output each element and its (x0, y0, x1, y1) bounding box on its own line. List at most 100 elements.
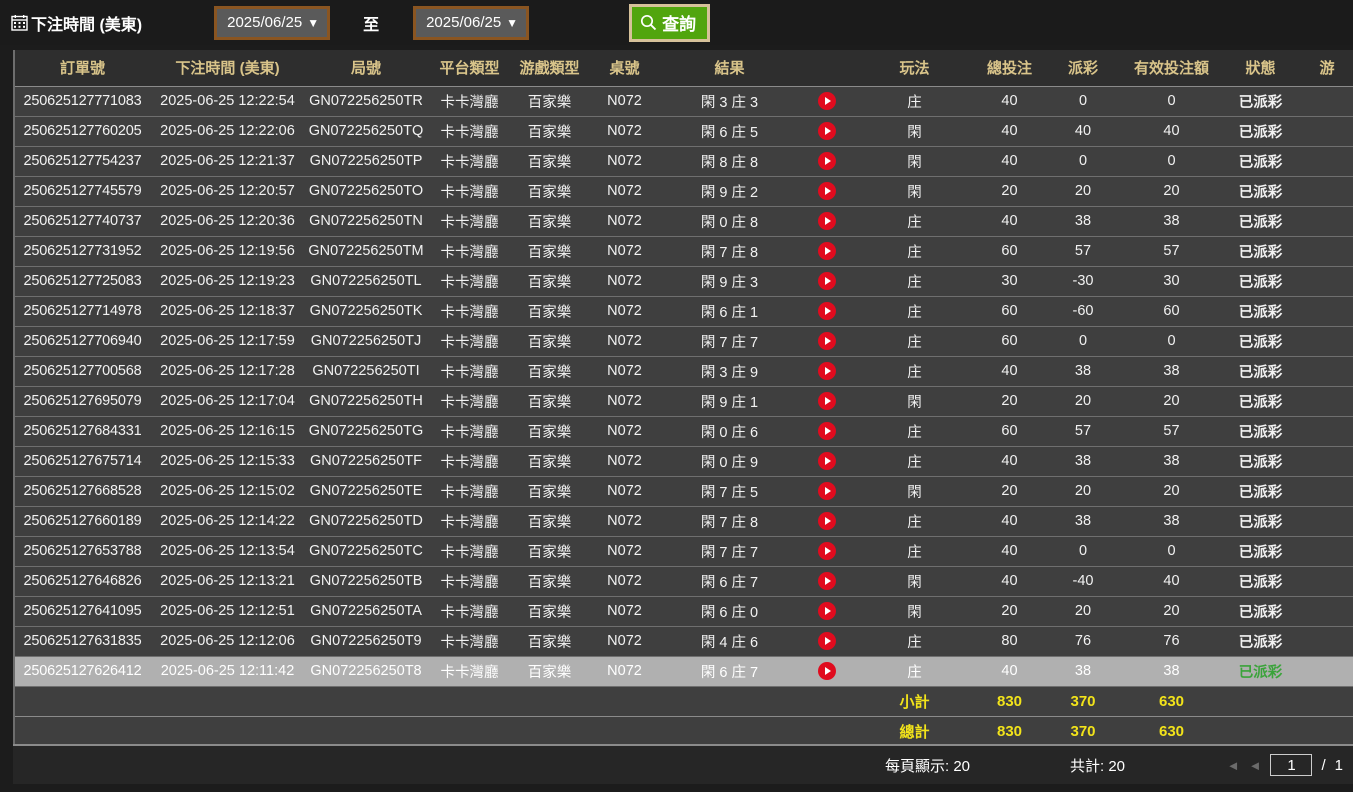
date-from-picker[interactable]: 2025/06/25 ▼ (214, 5, 331, 40)
play-icon[interactable] (818, 242, 836, 260)
cell-video[interactable] (797, 416, 857, 447)
page-number-input[interactable] (1270, 754, 1313, 776)
cell-video[interactable] (797, 506, 857, 537)
cell-video[interactable] (797, 386, 857, 417)
play-icon[interactable] (818, 272, 836, 290)
table-row[interactable]: 250625127745579 2025-06-25 12:20:57 GN0722… (15, 176, 1353, 207)
cell-video[interactable] (797, 176, 857, 207)
play-icon[interactable] (818, 512, 836, 530)
play-icon[interactable] (818, 662, 836, 680)
table-row[interactable]: 250625127631835 2025-06-25 12:12:06 GN0722… (15, 626, 1353, 657)
first-page-button[interactable]: ◄ (1226, 757, 1240, 773)
play-icon[interactable] (818, 362, 836, 380)
play-icon[interactable] (818, 422, 836, 440)
play-icon[interactable] (818, 632, 836, 650)
col-table-no[interactable]: 桌號 (587, 50, 662, 87)
col-payout[interactable]: 派彩 (1047, 50, 1119, 87)
cell-game-record[interactable] (1297, 116, 1353, 147)
play-icon[interactable] (818, 212, 836, 230)
play-icon[interactable] (818, 542, 836, 560)
play-icon[interactable] (818, 182, 836, 200)
cell-video[interactable] (797, 536, 857, 567)
play-icon[interactable] (818, 392, 836, 410)
cell-valid-bet: 0 (1119, 536, 1224, 567)
cell-game-record[interactable] (1297, 356, 1353, 387)
cell-video[interactable] (797, 86, 857, 117)
table-row[interactable]: 250625127740737 2025-06-25 12:20:36 GN0722… (15, 206, 1353, 237)
cell-video[interactable] (797, 356, 857, 387)
cell-game-record[interactable] (1297, 506, 1353, 537)
cell-game-record[interactable] (1297, 296, 1353, 327)
cell-video[interactable] (797, 476, 857, 507)
cell-game-record[interactable] (1297, 236, 1353, 267)
cell-video[interactable] (797, 236, 857, 267)
cell-game-record[interactable] (1297, 326, 1353, 357)
query-button[interactable]: 查詢 (629, 3, 711, 42)
cell-video[interactable] (797, 266, 857, 297)
cell-video[interactable] (797, 206, 857, 237)
cell-game-record[interactable] (1297, 446, 1353, 477)
cell-game-record[interactable] (1297, 86, 1353, 117)
cell-game-record[interactable] (1297, 386, 1353, 417)
cell-game-record[interactable] (1297, 416, 1353, 447)
table-row[interactable]: 250625127653788 2025-06-25 12:13:54 GN0722… (15, 536, 1353, 567)
table-row[interactable]: 250625127725083 2025-06-25 12:19:23 GN0722… (15, 266, 1353, 297)
col-platform-type[interactable]: 平台類型 (427, 50, 512, 87)
table-row[interactable]: 250625127641095 2025-06-25 12:12:51 GN0722… (15, 596, 1353, 627)
table-row[interactable]: 250625127754237 2025-06-25 12:21:37 GN0722… (15, 146, 1353, 177)
table-row[interactable]: 250625127675714 2025-06-25 12:15:33 GN0722… (15, 446, 1353, 477)
col-bet-time[interactable]: 下注時間 (美東) (150, 50, 305, 87)
table-row[interactable]: 250625127760205 2025-06-25 12:22:06 GN0722… (15, 116, 1353, 147)
table-row[interactable]: 250625127695079 2025-06-25 12:17:04 GN0722… (15, 386, 1353, 417)
col-game-record[interactable]: 游 (1297, 50, 1353, 87)
play-icon[interactable] (818, 482, 836, 500)
play-icon[interactable] (818, 332, 836, 350)
play-icon[interactable] (818, 602, 836, 620)
table-row[interactable]: 250625127706940 2025-06-25 12:17:59 GN0722… (15, 326, 1353, 357)
cell-video[interactable] (797, 116, 857, 147)
table-row[interactable]: 250625127660189 2025-06-25 12:14:22 GN0722… (15, 506, 1353, 537)
prev-page-button[interactable]: ◄ (1248, 757, 1262, 773)
cell-game-record[interactable] (1297, 146, 1353, 177)
play-icon[interactable] (818, 152, 836, 170)
table-row[interactable]: 250625127668528 2025-06-25 12:15:02 GN0722… (15, 476, 1353, 507)
cell-video[interactable] (797, 566, 857, 597)
cell-game-record[interactable] (1297, 626, 1353, 657)
play-icon[interactable] (818, 302, 836, 320)
col-game-type[interactable]: 游戲類型 (512, 50, 587, 87)
col-valid-bet[interactable]: 有效投注額 (1119, 50, 1224, 87)
table-row[interactable]: 250625127700568 2025-06-25 12:17:28 GN0722… (15, 356, 1353, 387)
cell-game-record[interactable] (1297, 596, 1353, 627)
cell-game-record[interactable] (1297, 536, 1353, 567)
cell-game-record[interactable] (1297, 176, 1353, 207)
col-result[interactable]: 結果 (662, 50, 797, 87)
col-order-no[interactable]: 訂單號 (15, 50, 150, 87)
cell-video[interactable] (797, 446, 857, 477)
col-round-no[interactable]: 局號 (305, 50, 427, 87)
play-icon[interactable] (818, 452, 836, 470)
col-status[interactable]: 狀態 (1224, 50, 1297, 87)
cell-video[interactable] (797, 626, 857, 657)
col-total-bet[interactable]: 總投注 (972, 50, 1047, 87)
play-icon[interactable] (818, 572, 836, 590)
cell-game-record[interactable] (1297, 266, 1353, 297)
cell-video[interactable] (797, 296, 857, 327)
play-icon[interactable] (818, 92, 836, 110)
cell-video[interactable] (797, 146, 857, 177)
table-row[interactable]: 250625127771083 2025-06-25 12:22:54 GN0722… (15, 86, 1353, 117)
date-to-picker[interactable]: 2025/06/25 ▼ (413, 5, 530, 40)
cell-game-record[interactable] (1297, 206, 1353, 237)
table-row[interactable]: 250625127626412 2025-06-25 12:11:42 GN0722… (15, 656, 1353, 687)
cell-game-record[interactable] (1297, 566, 1353, 597)
cell-video[interactable] (797, 326, 857, 357)
table-row[interactable]: 250625127714978 2025-06-25 12:18:37 GN0722… (15, 296, 1353, 327)
cell-video[interactable] (797, 656, 857, 687)
col-play-type[interactable]: 玩法 (857, 50, 972, 87)
table-row[interactable]: 250625127684331 2025-06-25 12:16:15 GN0722… (15, 416, 1353, 447)
table-row[interactable]: 250625127646826 2025-06-25 12:13:21 GN0722… (15, 566, 1353, 597)
play-icon[interactable] (818, 122, 836, 140)
cell-game-record[interactable] (1297, 656, 1353, 687)
table-row[interactable]: 250625127731952 2025-06-25 12:19:56 GN0722… (15, 236, 1353, 267)
cell-game-record[interactable] (1297, 476, 1353, 507)
cell-video[interactable] (797, 596, 857, 627)
